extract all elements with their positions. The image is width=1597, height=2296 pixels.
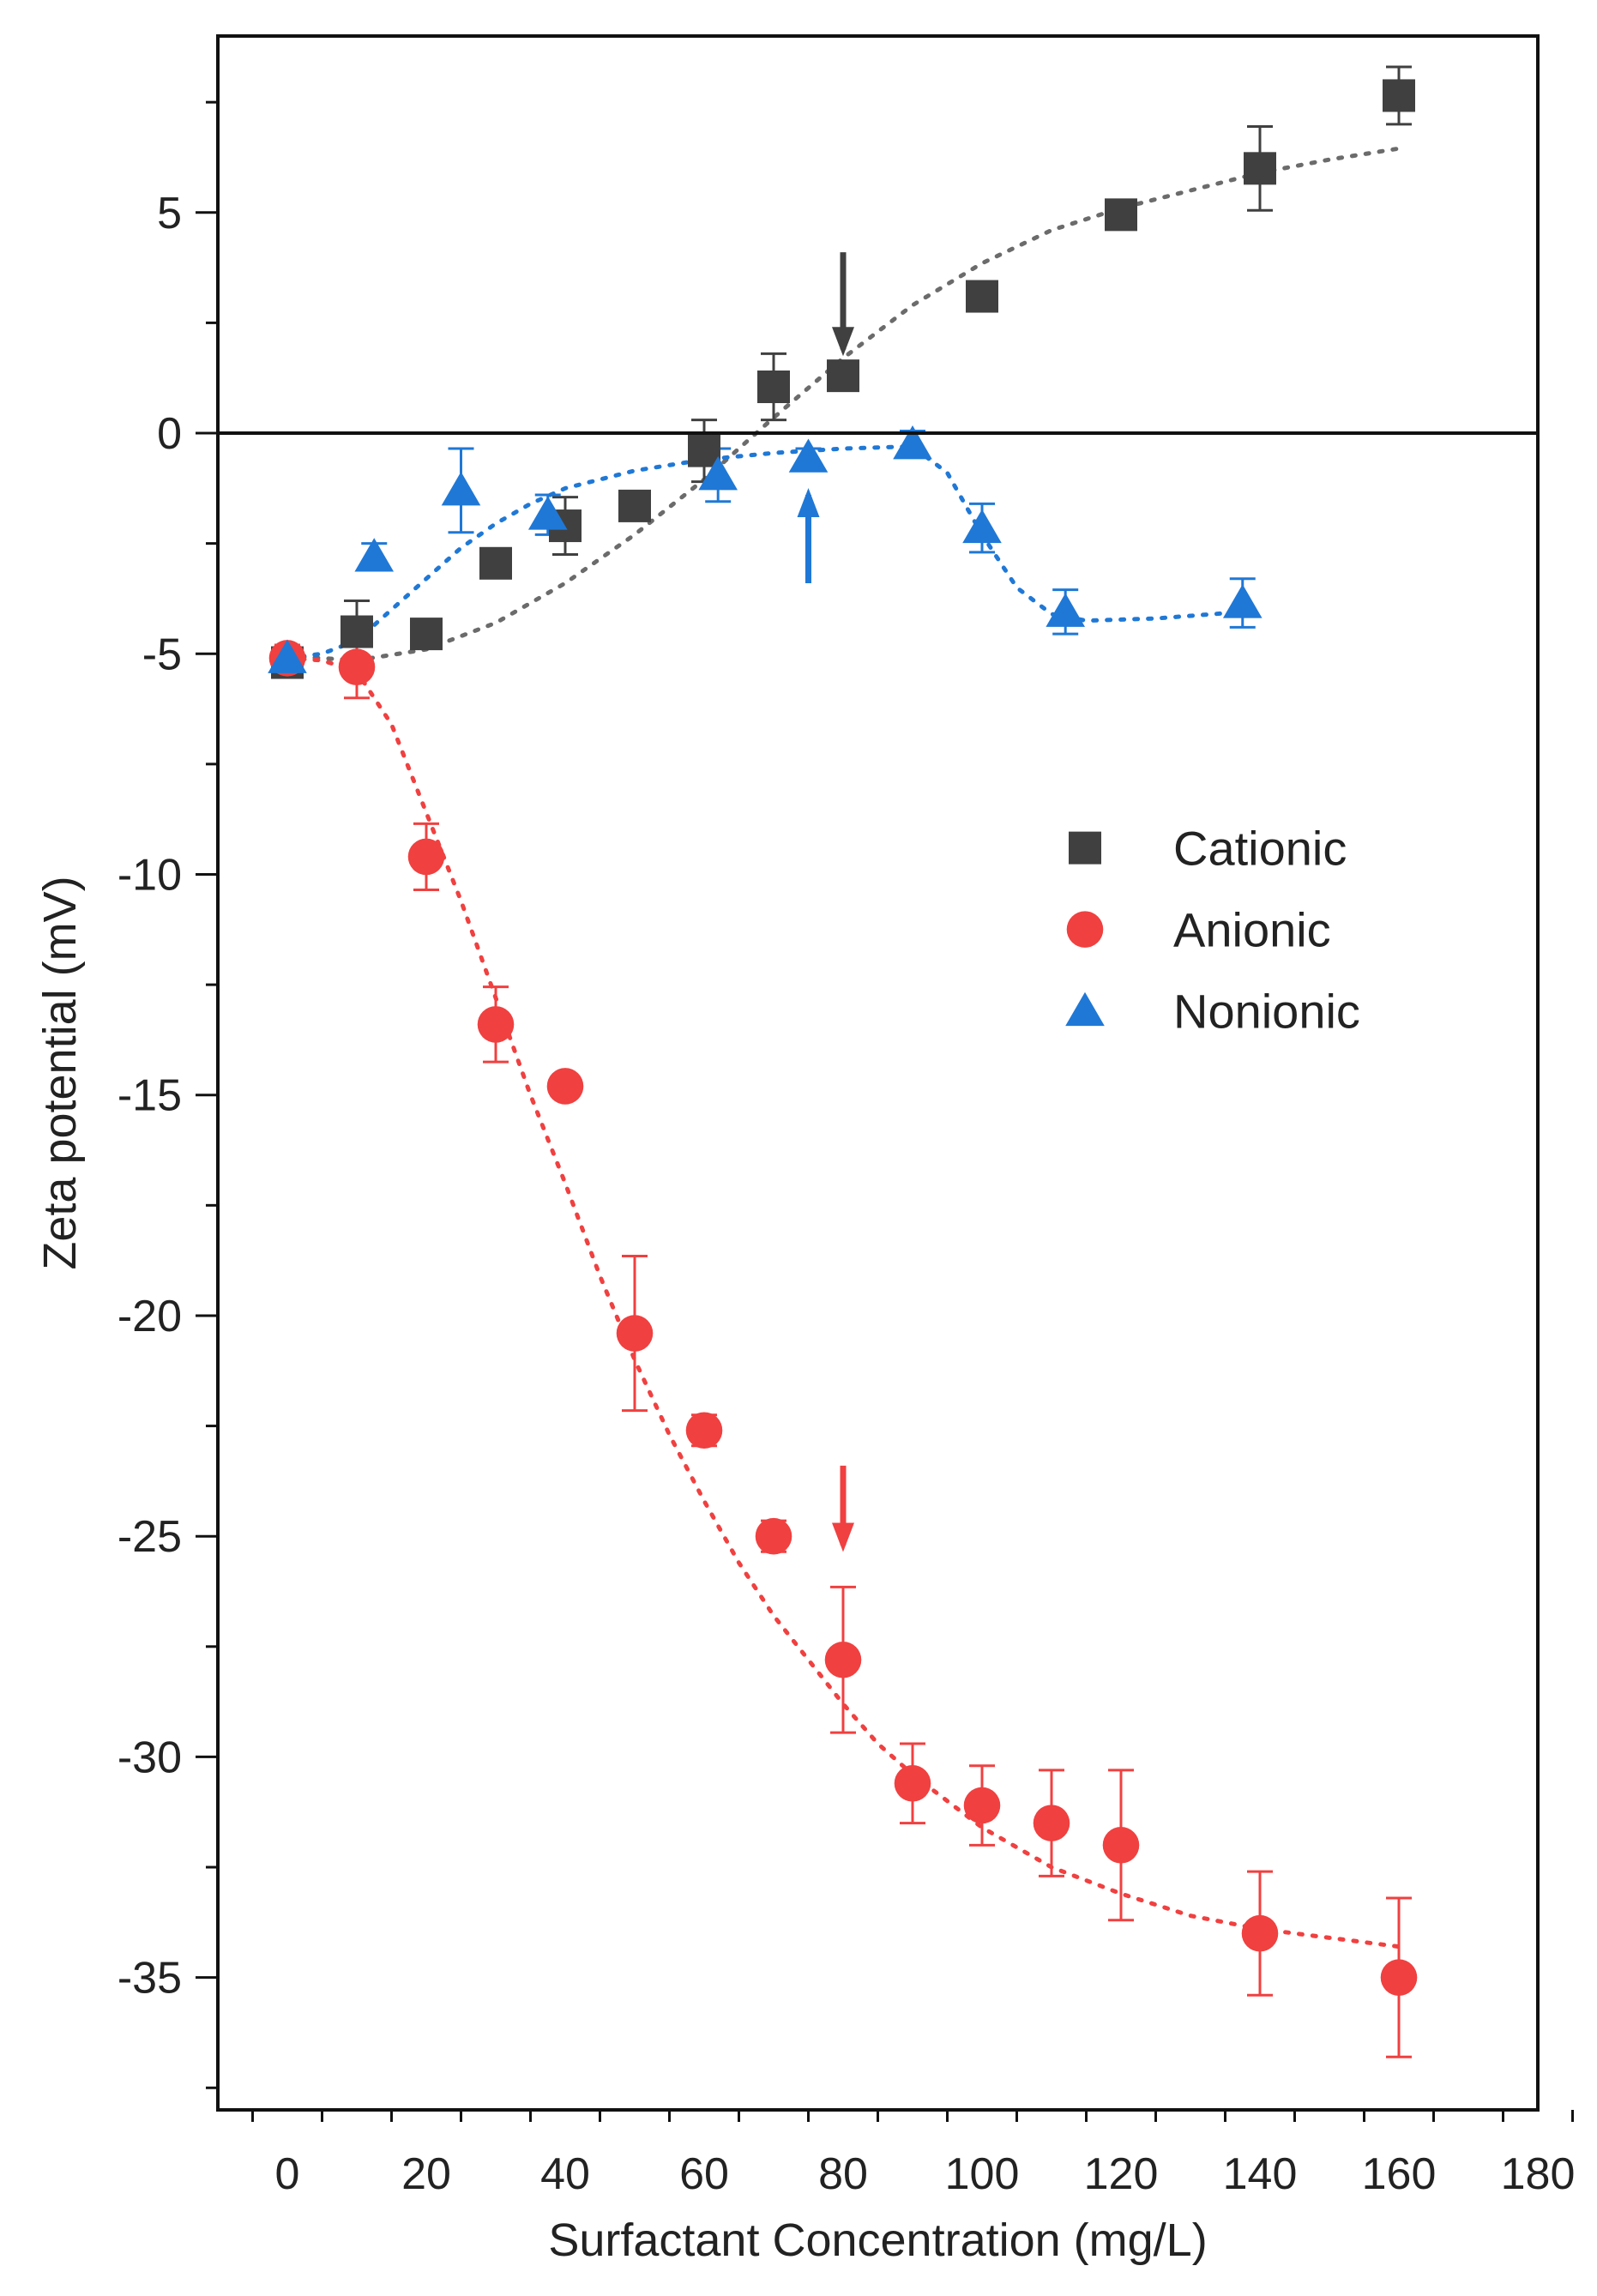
anionic-point — [1033, 1805, 1070, 1841]
arrow-down-icon — [832, 1522, 854, 1552]
anionic-point — [1241, 1914, 1279, 1952]
nonionic-point — [1046, 593, 1085, 627]
cationic-point — [618, 489, 651, 522]
x-tick-label: 160 — [1362, 2149, 1437, 2199]
y-tick-label: -25 — [118, 1512, 182, 1562]
trend-lines — [285, 146, 1401, 1949]
cationic-point — [340, 615, 373, 648]
arrow-down-icon — [832, 327, 854, 357]
cationic-point — [1383, 79, 1415, 112]
x-tick-label: 0 — [275, 2149, 300, 2199]
y-tick-label: 0 — [157, 409, 182, 459]
x-axis-title: Surfactant Concentration (mg/L) — [548, 2215, 1207, 2266]
x-tick-label: 120 — [1084, 2149, 1159, 2199]
nonionic-point — [1222, 584, 1263, 618]
x-tick-label: 100 — [945, 2149, 1020, 2199]
nonionic-point — [698, 456, 738, 491]
anionic-point — [546, 1068, 584, 1105]
cationic-point — [827, 359, 859, 393]
x-tick-label: 140 — [1223, 2149, 1298, 2199]
nonionic-point — [268, 639, 307, 673]
anionic-fit-line — [285, 655, 1401, 1949]
cationic-point — [410, 618, 443, 651]
tick-labels: 0 20 40 60 80 100 120 140 160 180 5 0 -5 -10 -15 -20 -25… — [118, 189, 1576, 2199]
y-tick-label: -30 — [118, 1733, 182, 1782]
anionic-point — [1380, 1959, 1418, 1996]
axis-ticks — [196, 100, 1574, 2122]
x-tick-label: 180 — [1501, 2149, 1576, 2199]
nonionic-point — [962, 509, 1002, 544]
x-tick-label: 40 — [540, 2149, 590, 2199]
anionic-point — [407, 838, 445, 876]
y-tick-label: -5 — [142, 630, 182, 679]
y-tick-label: -35 — [118, 1954, 182, 2004]
anionic-point — [685, 1412, 723, 1449]
nonionic-legend-label: Nonionic — [1173, 985, 1360, 1039]
nonionic-fit-line — [285, 443, 1245, 660]
anionic-point — [616, 1315, 654, 1352]
cationic-point — [757, 371, 790, 404]
x-tick-label: 80 — [818, 2149, 868, 2199]
nonionic-point — [354, 538, 395, 572]
cationic-point — [966, 280, 998, 313]
cationic-legend-marker — [1069, 831, 1101, 865]
cationic-point — [1105, 198, 1137, 232]
cationic-point — [1244, 152, 1276, 185]
nonionic-point — [441, 472, 481, 506]
legend: Cationic Anionic Nonionic — [1065, 822, 1360, 1039]
arrow-up-icon — [797, 488, 820, 518]
cationic-point — [479, 546, 512, 580]
anionic-point — [755, 1517, 792, 1555]
anionic-point — [477, 1006, 515, 1043]
anionic-point — [338, 648, 376, 685]
anionic-point — [824, 1641, 862, 1678]
anionic-point — [963, 1787, 1001, 1824]
y-tick-label: -20 — [118, 1292, 182, 1341]
anionic-point — [894, 1765, 931, 1802]
y-axis-title: Zeta potential (mV) — [34, 876, 86, 1269]
anionic-legend-label: Anionic — [1173, 903, 1331, 957]
data-points — [268, 79, 1418, 1996]
nonionic-legend-marker — [1065, 991, 1105, 1027]
x-tick-label: 20 — [401, 2149, 451, 2199]
anionic-point — [1102, 1827, 1140, 1864]
y-tick-label: 5 — [157, 189, 182, 238]
x-tick-label: 60 — [679, 2149, 729, 2199]
nonionic-point — [893, 425, 932, 460]
y-tick-label: -15 — [118, 1071, 182, 1121]
anionic-legend-marker — [1066, 911, 1104, 948]
annotation-arrows — [797, 252, 854, 1552]
y-tick-label: -10 — [118, 850, 182, 900]
cationic-legend-label: Cationic — [1173, 822, 1347, 876]
nonionic-point — [527, 496, 568, 530]
nonionic-point — [788, 438, 829, 473]
